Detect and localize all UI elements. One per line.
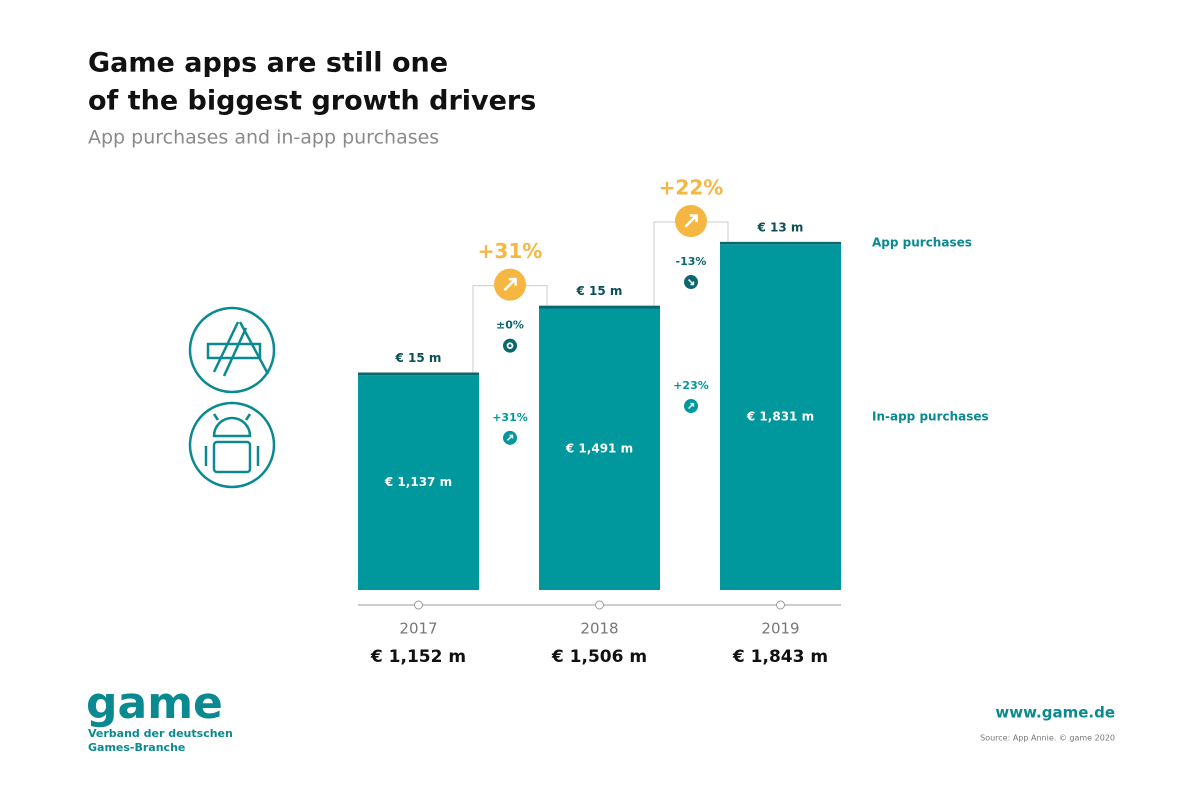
value-label: € 1,137 m: [384, 475, 452, 489]
bar-segment: [539, 305, 660, 309]
logo: game: [86, 678, 223, 729]
axis-marker: [414, 600, 423, 610]
arrow: [688, 279, 695, 286]
source: Source: App Annie. © game 2020: [980, 734, 1115, 743]
arrow: [688, 402, 695, 410]
value-label: € 13 m: [757, 220, 804, 234]
axis-marker: [595, 600, 604, 610]
x-tick-label: 2019: [761, 620, 799, 638]
trend-circle: [503, 338, 517, 353]
value-label: € 1,831 m: [746, 410, 814, 424]
org-name: Verband der deutschen Games-Branche: [88, 727, 233, 754]
trend-icon: [503, 430, 517, 445]
bar-segment: [358, 372, 479, 376]
bar-segment: [539, 308, 660, 590]
trend-icon: [675, 205, 707, 238]
value-label: € 15 m: [395, 351, 442, 365]
change-label: -13%: [676, 255, 707, 268]
legend-label: In-app purchases: [872, 410, 989, 424]
growth-label: +22%: [659, 176, 724, 200]
android-icon: [188, 401, 276, 489]
total-label: € 1,152 m: [370, 647, 466, 667]
ring: [506, 342, 514, 350]
value-label: € 1,491 m: [565, 442, 633, 456]
trend-icon: [494, 268, 526, 301]
arrow: [503, 277, 517, 292]
chart-subtitle: App purchases and in-app purchases: [88, 127, 439, 149]
change-label: ±0%: [496, 319, 524, 332]
change-label: +31%: [492, 411, 528, 424]
app-store-icon: [188, 306, 276, 394]
legend-label: App purchases: [872, 235, 972, 249]
chart-title: of the biggest growth drivers: [88, 86, 536, 117]
bar-segment: [720, 241, 841, 245]
arrow: [507, 434, 514, 441]
arrow: [684, 214, 698, 228]
growth-label: +31%: [478, 239, 543, 263]
trend-icon: [684, 275, 698, 290]
trend-icon: [503, 338, 517, 353]
chart-title: Game apps are still one: [88, 48, 448, 79]
trend-icon: [684, 399, 698, 414]
total-label: € 1,506 m: [551, 647, 647, 667]
axis-marker: [776, 600, 785, 610]
bar-segment: [358, 375, 479, 590]
x-tick-label: 2017: [399, 620, 437, 638]
x-tick-label: 2018: [580, 620, 618, 638]
value-label: € 15 m: [576, 284, 623, 298]
change-label: +23%: [673, 379, 709, 392]
url: www.game.de: [995, 704, 1115, 722]
bar-segment: [720, 244, 841, 591]
total-label: € 1,843 m: [732, 647, 828, 667]
